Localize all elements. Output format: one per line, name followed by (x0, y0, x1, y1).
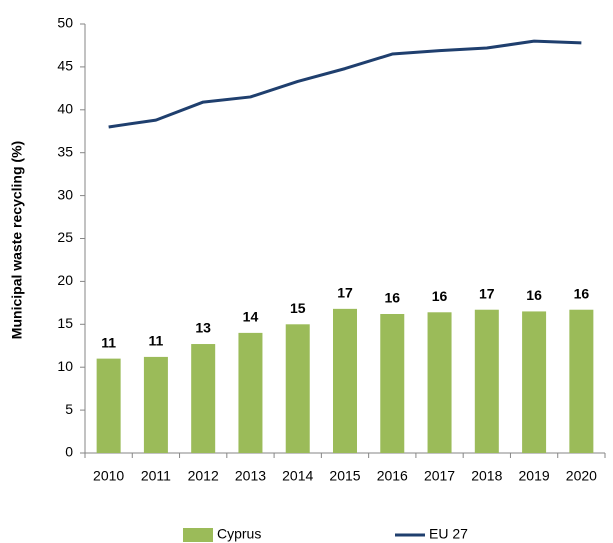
bar (569, 309, 594, 453)
data-label: 13 (195, 320, 211, 336)
bar (427, 312, 452, 453)
legend-swatch (183, 528, 213, 542)
bar (143, 356, 168, 453)
bar (380, 314, 405, 453)
y-tick-label: 50 (57, 15, 73, 31)
bar (96, 358, 121, 453)
data-label: 17 (479, 285, 495, 301)
x-tick-label: 2013 (235, 468, 266, 484)
y-tick-label: 30 (57, 186, 73, 202)
x-tick-label: 2019 (519, 468, 550, 484)
x-tick-label: 2011 (141, 468, 171, 484)
y-axis-label: Municipal waste recycling (%) (9, 141, 25, 339)
legend-label: EU 27 (429, 526, 468, 542)
y-tick-label: 35 (57, 143, 73, 159)
data-label: 16 (432, 288, 448, 304)
bar (238, 332, 263, 453)
y-tick-label: 25 (57, 229, 73, 245)
data-label: 17 (337, 285, 353, 301)
y-tick-label: 20 (57, 272, 73, 288)
y-tick-label: 15 (57, 315, 73, 331)
y-tick-label: 40 (57, 101, 73, 117)
data-label: 15 (290, 300, 306, 316)
x-tick-label: 2014 (282, 468, 313, 484)
bar (191, 344, 216, 453)
x-tick-label: 2020 (566, 468, 597, 484)
x-tick-label: 2018 (471, 468, 502, 484)
y-tick-label: 45 (57, 58, 73, 74)
data-label: 16 (574, 285, 590, 301)
x-tick-label: 2010 (93, 468, 124, 484)
x-tick-label: 2016 (377, 468, 408, 484)
bar (333, 308, 357, 453)
data-label: 14 (243, 309, 259, 325)
data-label: 11 (101, 334, 116, 350)
line (108, 39, 582, 129)
x-tick-label: 2017 (424, 468, 455, 484)
x-tick-label: 2015 (329, 468, 360, 484)
x-tick-label: 2012 (188, 468, 219, 484)
y-tick-label: 10 (57, 358, 73, 374)
data-label: 16 (526, 287, 542, 303)
data-label: 11 (149, 333, 164, 349)
bar (522, 311, 547, 453)
data-label: 16 (384, 290, 400, 306)
y-tick-label: 5 (65, 401, 73, 417)
bar (285, 324, 310, 453)
bar (474, 309, 499, 453)
legend-label: Cyprus (217, 526, 261, 542)
y-tick-label: 0 (65, 444, 73, 460)
